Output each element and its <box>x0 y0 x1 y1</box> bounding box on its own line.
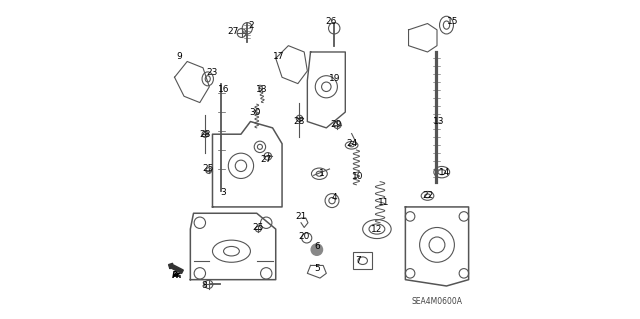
Text: 20: 20 <box>298 233 310 241</box>
Text: 13: 13 <box>433 117 444 126</box>
Text: 8: 8 <box>202 281 207 291</box>
Text: 6: 6 <box>314 242 320 251</box>
Text: 5: 5 <box>314 264 320 273</box>
Text: 28: 28 <box>294 117 305 126</box>
Text: 11: 11 <box>378 198 389 207</box>
Text: 1: 1 <box>319 169 324 178</box>
Text: 16: 16 <box>218 85 229 94</box>
Text: 23: 23 <box>207 68 218 77</box>
Text: 24: 24 <box>346 139 357 148</box>
Text: 25: 25 <box>202 165 213 174</box>
Text: 7: 7 <box>355 256 361 265</box>
Text: 15: 15 <box>447 18 459 26</box>
Text: 14: 14 <box>439 168 451 177</box>
Text: 12: 12 <box>371 225 383 234</box>
Text: 4: 4 <box>332 193 337 202</box>
Text: 27: 27 <box>260 155 272 164</box>
Text: 26: 26 <box>325 18 337 26</box>
Text: 27: 27 <box>227 27 239 36</box>
Text: 28: 28 <box>199 130 211 139</box>
Circle shape <box>311 244 323 255</box>
FancyArrow shape <box>168 263 183 273</box>
Text: 10: 10 <box>352 172 364 182</box>
Text: 9: 9 <box>177 52 182 61</box>
Text: 25: 25 <box>253 223 264 232</box>
Text: 29: 29 <box>330 120 342 129</box>
Text: 30: 30 <box>250 108 261 116</box>
Text: Fr.: Fr. <box>172 271 182 280</box>
Text: 18: 18 <box>256 85 268 94</box>
Text: 2: 2 <box>248 21 254 30</box>
Text: 17: 17 <box>273 52 285 61</box>
Text: 21: 21 <box>295 212 307 221</box>
Text: 3: 3 <box>221 188 227 197</box>
Text: 19: 19 <box>328 74 340 83</box>
Text: SEA4M0600A: SEA4M0600A <box>412 297 462 306</box>
Text: 22: 22 <box>422 191 433 200</box>
